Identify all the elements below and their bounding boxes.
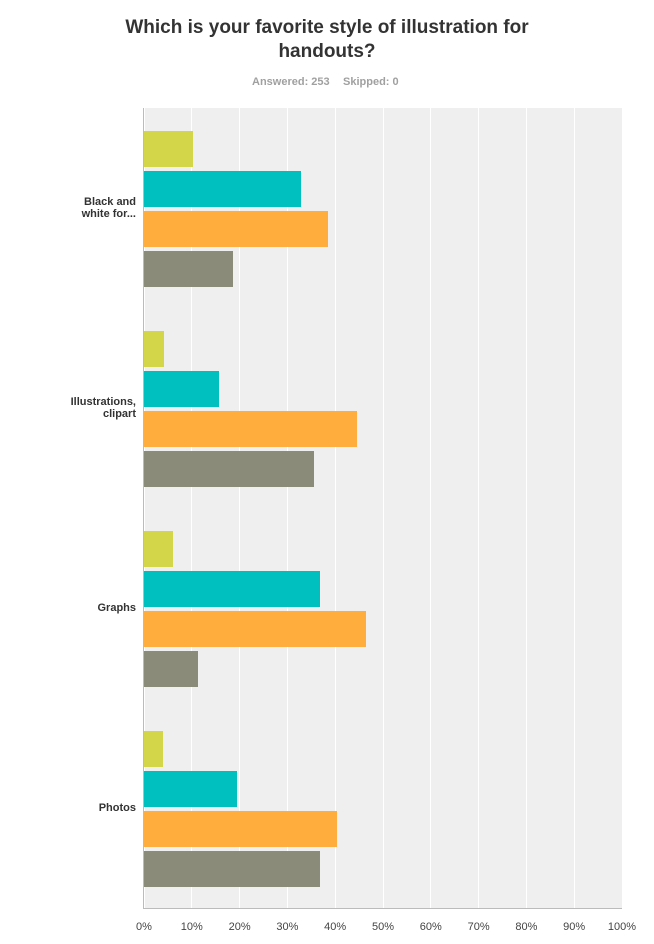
y-tick-label: Black and white for... — [81, 196, 136, 220]
bar — [144, 851, 320, 887]
grid-line — [382, 108, 384, 908]
bar — [144, 131, 194, 167]
grid-line — [239, 108, 241, 908]
x-tick-label: 90% — [563, 921, 586, 933]
y-tick-label: Graphs — [97, 602, 136, 614]
grid-line — [334, 108, 336, 908]
bar — [144, 651, 198, 687]
answered-count: Answered: 253 — [252, 76, 330, 88]
x-tick-label: 60% — [419, 921, 442, 933]
bar — [144, 451, 315, 487]
bar — [144, 211, 329, 247]
bar — [144, 371, 220, 407]
bar — [144, 531, 174, 567]
bar — [144, 731, 164, 767]
skipped-count: Skipped: 0 — [343, 76, 399, 88]
x-tick-label: 10% — [180, 921, 203, 933]
bar — [144, 571, 320, 607]
grid-line — [621, 108, 623, 908]
bar — [144, 411, 358, 447]
x-tick-label: 0% — [136, 921, 152, 933]
bar — [144, 171, 301, 207]
x-tick-label: 40% — [324, 921, 347, 933]
grid-line — [286, 108, 288, 908]
grid-line — [191, 108, 193, 908]
x-tick-label: 70% — [467, 921, 490, 933]
grid-line — [525, 108, 527, 908]
y-tick-label: Photos — [98, 802, 136, 814]
grid-line — [143, 108, 145, 908]
x-tick-label: 80% — [515, 921, 538, 933]
x-axis — [143, 908, 622, 909]
x-tick-label: 20% — [228, 921, 251, 933]
grid-line — [573, 108, 575, 908]
y-axis — [143, 108, 144, 908]
x-tick-label: 50% — [371, 921, 395, 933]
bar — [144, 771, 238, 807]
x-tick-label: 30% — [276, 921, 299, 933]
y-tick-label: Illustrations, clipart — [70, 396, 136, 420]
chart-title: Which is your favorite style of illustra… — [125, 17, 529, 62]
x-tick-label: 100% — [607, 921, 637, 933]
bar — [144, 331, 165, 367]
bar — [144, 251, 233, 287]
grid-line — [430, 108, 432, 908]
bar — [144, 811, 338, 847]
bar — [144, 611, 366, 647]
grid-line — [478, 108, 480, 908]
